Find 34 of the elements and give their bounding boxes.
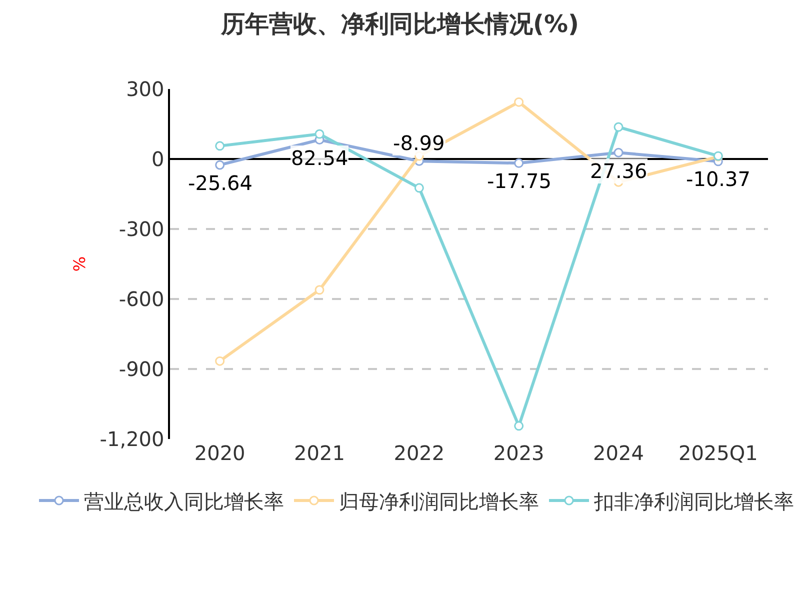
y-tick-label: -1,200 [100,427,164,451]
point [514,421,524,431]
point [314,129,324,139]
point [314,285,324,295]
x-tick-label: 2024 [593,441,644,465]
y-tick-label: 0 [152,147,164,171]
data-label: 82.54 [291,146,348,170]
point [514,97,524,107]
x-tick-label: 2020 [194,441,246,465]
legend-label: 归母净利润同比增长率 [339,489,539,514]
point [514,158,524,168]
point [215,160,225,170]
x-tick-label: 2022 [394,441,445,465]
point [215,141,225,151]
legend-label: 营业总收入同比增长率 [84,489,284,514]
data-label: -25.64 [188,171,252,195]
y-tick-label: -300 [118,217,164,241]
y-tick-label: 300 [126,77,164,101]
data-label: -17.75 [487,169,552,193]
y-tick-label: -900 [118,357,164,381]
data-label: -8.99 [393,131,445,155]
x-tick-label: 2023 [493,441,544,465]
x-tick-label: 2021 [294,441,345,465]
point [614,122,624,132]
y-axis-title: % [70,256,90,272]
legend-label: 扣非净利润同比增长率 [593,489,794,514]
y-tick-label: -600 [118,287,164,311]
x-tick-label: 2025Q1 [678,441,758,465]
data-label: 27.36 [590,159,648,183]
point [414,183,424,193]
point [614,148,624,158]
chart-title: 历年营收、净利同比增长情况(%) [220,10,579,38]
data-label: -10.37 [686,167,750,191]
point [215,356,225,366]
